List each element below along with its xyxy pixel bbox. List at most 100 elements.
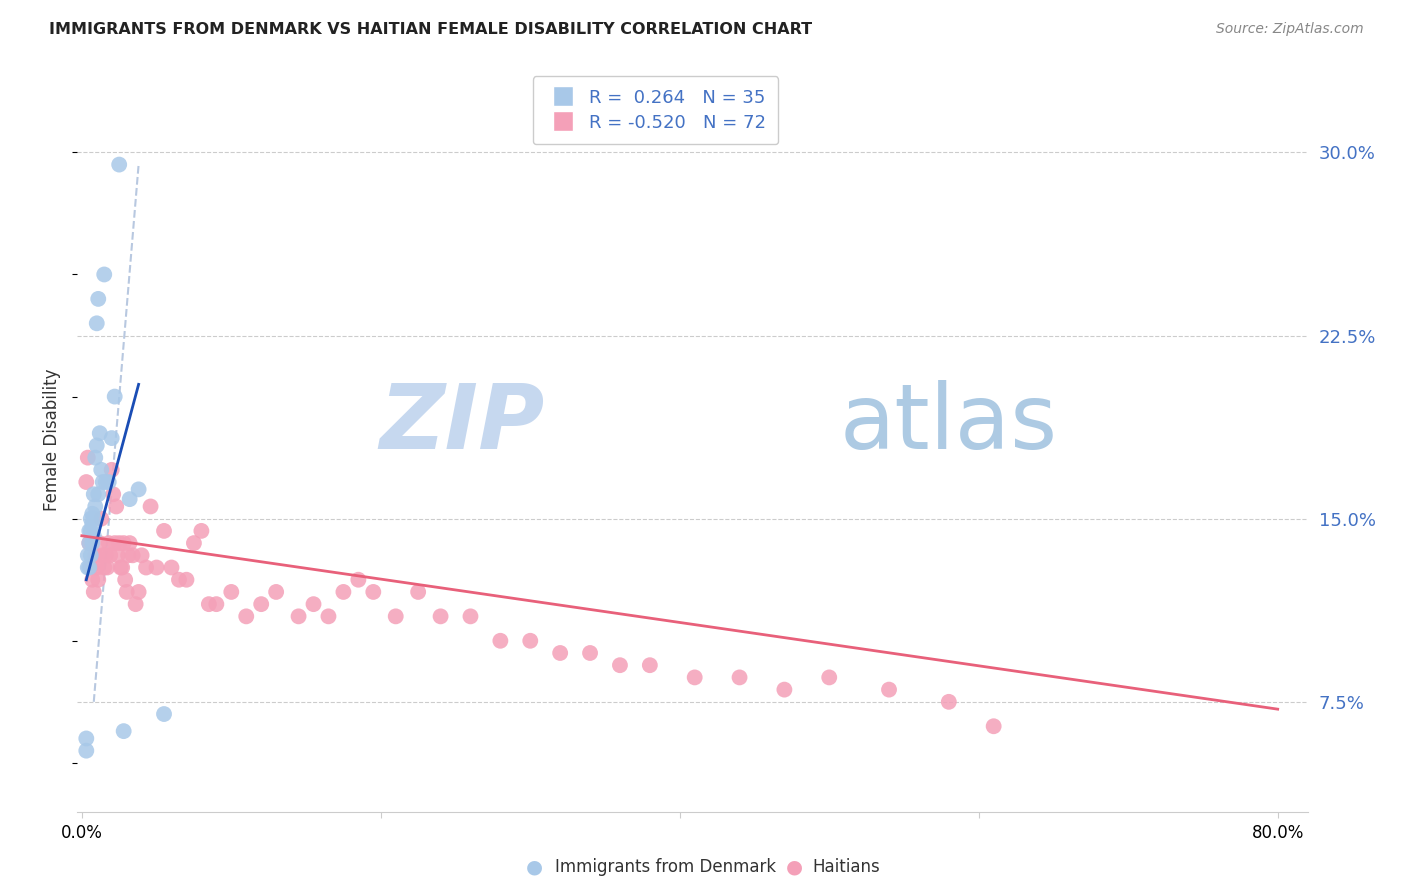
Point — [489, 633, 512, 648]
Point — [84, 450, 107, 465]
Point — [877, 682, 900, 697]
Point — [384, 609, 406, 624]
Point — [118, 492, 141, 507]
Point — [135, 560, 157, 574]
Point — [114, 573, 136, 587]
Point — [91, 475, 114, 489]
Point — [110, 560, 132, 574]
Point — [82, 507, 104, 521]
Point — [98, 549, 121, 563]
Text: Source: ZipAtlas.com: Source: ZipAtlas.com — [1216, 22, 1364, 37]
Point — [75, 744, 97, 758]
Point — [363, 585, 385, 599]
Point — [205, 597, 228, 611]
Point — [112, 724, 135, 739]
Point — [773, 682, 796, 697]
Point — [90, 511, 112, 525]
Point — [302, 597, 325, 611]
Point — [100, 463, 122, 477]
Point — [153, 524, 176, 538]
Point — [82, 573, 104, 587]
Point — [83, 529, 105, 543]
Point — [938, 695, 960, 709]
Point — [548, 646, 571, 660]
Text: Immigrants from Denmark: Immigrants from Denmark — [555, 858, 776, 876]
Point — [183, 536, 205, 550]
Point — [128, 483, 150, 497]
Point — [167, 573, 190, 587]
Point — [108, 158, 131, 172]
Point — [683, 670, 706, 684]
Text: atlas: atlas — [841, 380, 1059, 468]
Point — [79, 536, 101, 550]
Point — [100, 431, 122, 445]
Point — [79, 524, 101, 538]
Point — [87, 573, 110, 587]
Point — [318, 609, 340, 624]
Point — [76, 560, 98, 574]
Point — [94, 549, 117, 563]
Point — [80, 511, 103, 525]
Point — [609, 658, 631, 673]
Text: ●: ● — [526, 857, 543, 877]
Point — [93, 268, 115, 282]
Point — [153, 706, 176, 721]
Point — [460, 609, 482, 624]
Text: ZIP: ZIP — [380, 380, 546, 468]
Point — [97, 475, 120, 489]
Point — [76, 549, 98, 563]
Point — [406, 585, 429, 599]
Point — [519, 633, 541, 648]
Text: Haitians: Haitians — [813, 858, 880, 876]
Point — [108, 536, 131, 550]
Point — [728, 670, 751, 684]
Point — [235, 609, 257, 624]
Point — [79, 536, 101, 550]
Point — [90, 463, 112, 477]
Point — [118, 536, 141, 550]
Point — [87, 487, 110, 501]
Point — [76, 450, 98, 465]
Point — [347, 573, 370, 587]
Point — [287, 609, 309, 624]
Point — [84, 500, 107, 514]
Point — [139, 500, 162, 514]
Point — [264, 585, 287, 599]
Y-axis label: Female Disability: Female Disability — [44, 368, 62, 510]
Point — [80, 560, 103, 574]
Point — [83, 487, 105, 501]
Point — [128, 585, 150, 599]
Point — [117, 549, 139, 563]
Point — [86, 438, 108, 452]
Point — [112, 536, 135, 550]
Point — [96, 560, 118, 574]
Point — [80, 524, 103, 538]
Point — [124, 597, 146, 611]
Point — [176, 573, 198, 587]
Point — [250, 597, 273, 611]
Point — [131, 549, 153, 563]
Point — [83, 511, 105, 525]
Point — [87, 292, 110, 306]
Point — [79, 560, 101, 574]
Point — [145, 560, 167, 574]
Point — [104, 536, 127, 550]
Point — [221, 585, 243, 599]
Text: ●: ● — [786, 857, 803, 877]
Point — [82, 536, 104, 550]
Point — [160, 560, 183, 574]
Point — [82, 516, 104, 531]
Point — [190, 524, 212, 538]
Point — [75, 731, 97, 746]
Text: IMMIGRANTS FROM DENMARK VS HAITIAN FEMALE DISABILITY CORRELATION CHART: IMMIGRANTS FROM DENMARK VS HAITIAN FEMAL… — [49, 22, 813, 37]
Point — [103, 487, 125, 501]
Point — [94, 475, 117, 489]
Point — [198, 597, 221, 611]
Point — [111, 560, 134, 574]
Point — [84, 549, 107, 563]
Point — [86, 316, 108, 330]
Point — [97, 536, 120, 550]
Point — [75, 475, 97, 489]
Point — [638, 658, 661, 673]
Point — [91, 549, 114, 563]
